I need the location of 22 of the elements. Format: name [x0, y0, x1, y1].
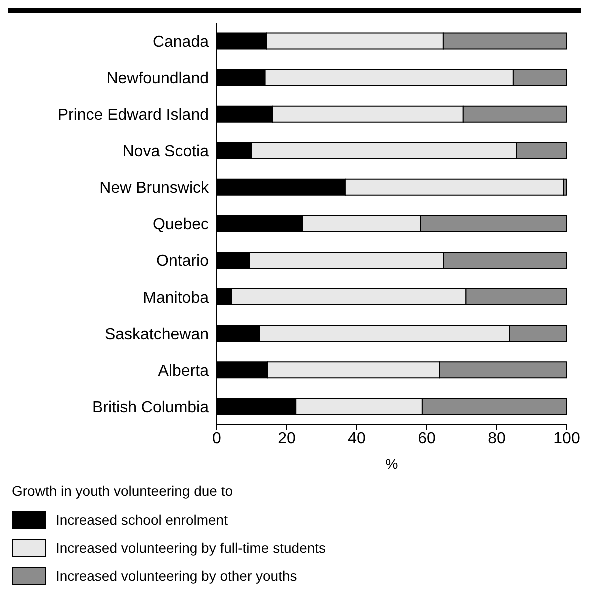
x-tick-label: 80 — [488, 430, 506, 448]
y-tick-label: Canada — [152, 34, 210, 51]
x-tick-label: 20 — [278, 430, 296, 448]
x-axis-title: % — [386, 456, 398, 472]
x-tick-label: 40 — [348, 430, 366, 448]
x-tick-label: 60 — [418, 430, 436, 448]
y-tick-label: Newfoundland — [106, 70, 209, 88]
y-tick-label: Manitoba — [143, 290, 210, 307]
legend-title: Growth in youth volunteering due to — [12, 483, 234, 499]
y-tick-label: Alberta — [158, 362, 210, 380]
y-tick-label: Saskatchewan — [104, 326, 209, 344]
x-tick-label: 0 — [212, 430, 222, 448]
y-tick-label: Ontario — [156, 253, 210, 270]
x-tick-label: 100 — [554, 430, 580, 448]
legend-label: Increased school enrolment — [56, 512, 228, 528]
y-tick-label: British Columbia — [92, 399, 210, 416]
y-tick-label: New Brunswick — [100, 180, 210, 198]
y-tick-label: Prince Edward Island — [58, 107, 209, 124]
y-tick-label: Nova Scotia — [122, 144, 210, 161]
y-tick-label: Quebec — [152, 216, 209, 234]
legend-label: Increased volunteering by other youths — [56, 568, 298, 584]
legend-label: Increased volunteering by full-time students — [56, 540, 326, 556]
